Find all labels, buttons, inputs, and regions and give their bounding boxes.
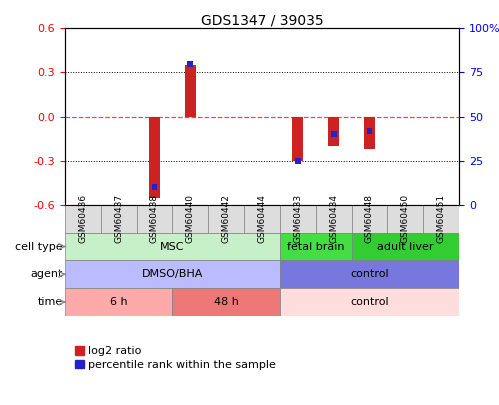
Bar (65, 205, 101, 232)
Bar (292, 117, 303, 161)
Bar (101, 205, 137, 232)
Bar (65, 288, 172, 316)
Bar (152, 184, 157, 190)
Bar (172, 205, 208, 232)
Text: GSM60451: GSM60451 (437, 194, 446, 243)
Text: GSM60448: GSM60448 (365, 194, 374, 243)
Bar (423, 205, 459, 232)
Text: GSM60444: GSM60444 (257, 194, 266, 243)
Bar (172, 288, 280, 316)
Text: GSM60442: GSM60442 (222, 194, 231, 243)
Text: GSM60440: GSM60440 (186, 194, 195, 243)
Text: agent: agent (31, 269, 63, 279)
Text: GSM60437: GSM60437 (114, 194, 123, 243)
Title: GDS1347 / 39035: GDS1347 / 39035 (201, 13, 323, 27)
Bar (352, 205, 387, 232)
Bar (367, 128, 372, 134)
Bar (295, 158, 301, 164)
Bar (331, 131, 337, 137)
Text: GSM60436: GSM60436 (78, 194, 87, 243)
Text: GSM60433: GSM60433 (293, 194, 302, 243)
Bar (65, 260, 280, 288)
Bar (187, 61, 193, 66)
Bar (280, 205, 316, 232)
Bar (328, 117, 339, 146)
Bar (316, 205, 352, 232)
Bar (280, 232, 352, 260)
Text: adult liver: adult liver (377, 241, 434, 252)
Text: fetal brain: fetal brain (287, 241, 344, 252)
Bar (352, 232, 459, 260)
Legend: log2 ratio, percentile rank within the sample: log2 ratio, percentile rank within the s… (70, 342, 280, 374)
Text: MSC: MSC (160, 241, 185, 252)
Text: GSM60438: GSM60438 (150, 194, 159, 243)
Bar (65, 232, 280, 260)
Bar (137, 205, 172, 232)
Bar (280, 288, 459, 316)
Bar (244, 205, 280, 232)
Bar (149, 117, 160, 198)
Bar (208, 205, 244, 232)
Text: GSM60434: GSM60434 (329, 194, 338, 243)
Text: DMSO/BHA: DMSO/BHA (142, 269, 203, 279)
Text: cell type: cell type (15, 241, 63, 252)
Text: control: control (350, 297, 389, 307)
Text: time: time (38, 297, 63, 307)
Bar (387, 205, 423, 232)
Text: 48 h: 48 h (214, 297, 239, 307)
Text: 6 h: 6 h (110, 297, 127, 307)
Bar (364, 117, 375, 149)
Text: GSM60450: GSM60450 (401, 194, 410, 243)
Bar (185, 65, 196, 117)
Text: control: control (350, 269, 389, 279)
Bar (280, 260, 459, 288)
